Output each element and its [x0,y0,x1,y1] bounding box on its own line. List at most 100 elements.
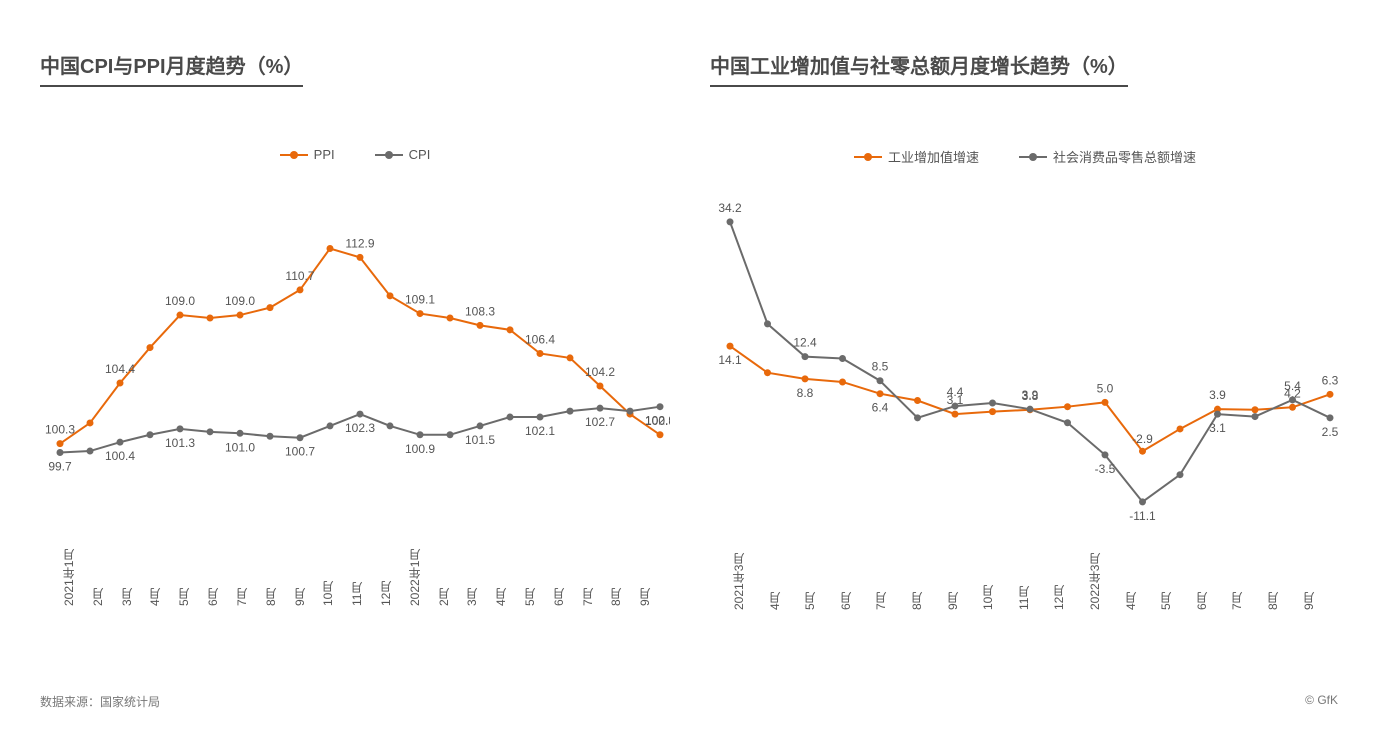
chart-marker [597,405,604,412]
x-axis-label: 4月 [492,536,521,606]
x-axis-label: 5月 [521,536,550,606]
x-axis-label: 6月 [837,540,873,610]
x-axis-label: 10月 [979,540,1015,610]
data-label: 100.9 [405,442,435,456]
data-label: 34.2 [718,201,742,215]
x-axis-label: 8月 [1264,540,1300,610]
data-label: 3.1 [1209,421,1226,435]
chart-marker [657,431,664,438]
right-chart-plot: 14.18.86.43.13.85.0-2.93.94.26.334.212.4… [710,176,1340,536]
right-legend: 工业增加值增速社会消费品零售总额增速 [710,147,1340,166]
x-axis-label: 8月 [908,540,944,610]
x-axis-label: 4月 [146,536,175,606]
data-label: -11.1 [1129,509,1156,523]
chart-marker [567,408,574,415]
chart-marker [507,414,514,421]
data-label: 112.9 [345,236,374,250]
x-axis-label: 2022年1月 [406,536,435,606]
data-label: 14.1 [718,353,742,367]
x-axis-label: 9月 [944,540,980,610]
x-axis-label: 7月 [233,536,262,606]
chart-marker [177,425,184,432]
chart-marker [989,399,996,406]
chart-marker [267,433,274,440]
x-axis-label: 9月 [636,536,665,606]
data-label: 108.3 [465,304,495,318]
chart-marker [117,439,124,446]
x-axis-label: 12月 [1050,540,1086,610]
chart-marker [537,350,544,357]
chart-marker [914,414,921,421]
chart-marker [207,428,214,435]
x-axis-label: 3月 [463,536,492,606]
footer: 数据来源：国家统计局 © GfK [40,693,1338,710]
data-label: 2.5 [1322,425,1339,439]
x-axis-label: 8月 [607,536,636,606]
data-label: 12.4 [793,336,817,350]
data-label: 104.2 [585,365,615,379]
x-axis-label: 8月 [262,536,291,606]
data-label: 8.8 [797,386,814,400]
chart-marker [989,408,996,415]
chart-marker [57,449,64,456]
chart-marker [727,343,734,350]
data-label: 6.4 [872,401,889,415]
x-axis-label: 3月 [118,536,147,606]
left-x-axis-labels: 2021年1月2月3月4月5月6月7月8月9月10月11月12月2022年1月2… [40,536,670,606]
data-source-label: 数据来源：国家统计局 [40,693,160,710]
chart-marker [1064,419,1071,426]
chart-marker [914,397,921,404]
chart-marker [1139,448,1146,455]
data-label: -3.5 [1095,462,1116,476]
chart-marker [207,315,214,322]
x-axis-label: 6月 [1193,540,1229,610]
chart-marker [1177,425,1184,432]
legend-item: PPI [280,147,335,162]
chart-marker [447,431,454,438]
chart-marker [1102,399,1109,406]
chart-marker [477,422,484,429]
chart-marker [1327,391,1334,398]
chart-marker [657,403,664,410]
chart-marker [1064,403,1071,410]
x-axis-label: 9月 [291,536,320,606]
chart-marker [1252,413,1259,420]
chart-marker [297,434,304,441]
x-axis-label: 6月 [204,536,233,606]
chart-marker [1214,411,1221,418]
chart-marker [839,378,846,385]
legend-item: CPI [375,147,431,162]
chart-marker [237,312,244,319]
chart-marker [327,245,334,252]
chart-marker [952,411,959,418]
data-label: 3.9 [1022,388,1039,402]
chart-marker [387,422,394,429]
data-label: 102.7 [585,415,615,429]
legend-label: PPI [314,147,335,162]
x-axis-label: 7月 [872,540,908,610]
chart-marker [952,403,959,410]
chart-marker [567,354,574,361]
data-label: 102.8 [645,414,670,428]
x-axis-label: 5月 [801,540,837,610]
chart-marker [447,315,454,322]
data-label: 100.4 [105,449,135,463]
x-axis-label: 12月 [377,536,406,606]
data-label: 109.0 [225,294,255,308]
data-label: 101.3 [165,436,195,450]
data-label: 101.0 [225,440,255,454]
right-chart-title: 中国工业增加值与社零总额月度增长趋势（%） [710,50,1128,87]
chart-marker [87,419,94,426]
legend-marker [1019,152,1047,162]
left-chart-plot: 100.3104.4109.0109.0110.7112.9109.1108.3… [40,172,670,532]
chart-marker [1327,414,1334,421]
data-label: 6.3 [1322,373,1339,387]
chart-marker [1252,406,1259,413]
left-chart-title: 中国CPI与PPI月度趋势（%） [40,50,303,87]
legend-marker [854,152,882,162]
x-axis-label: 10月 [319,536,348,606]
chart-marker [87,448,94,455]
data-label: 102.3 [345,421,375,435]
data-label: 109.0 [165,294,195,308]
chart-marker [764,369,771,376]
